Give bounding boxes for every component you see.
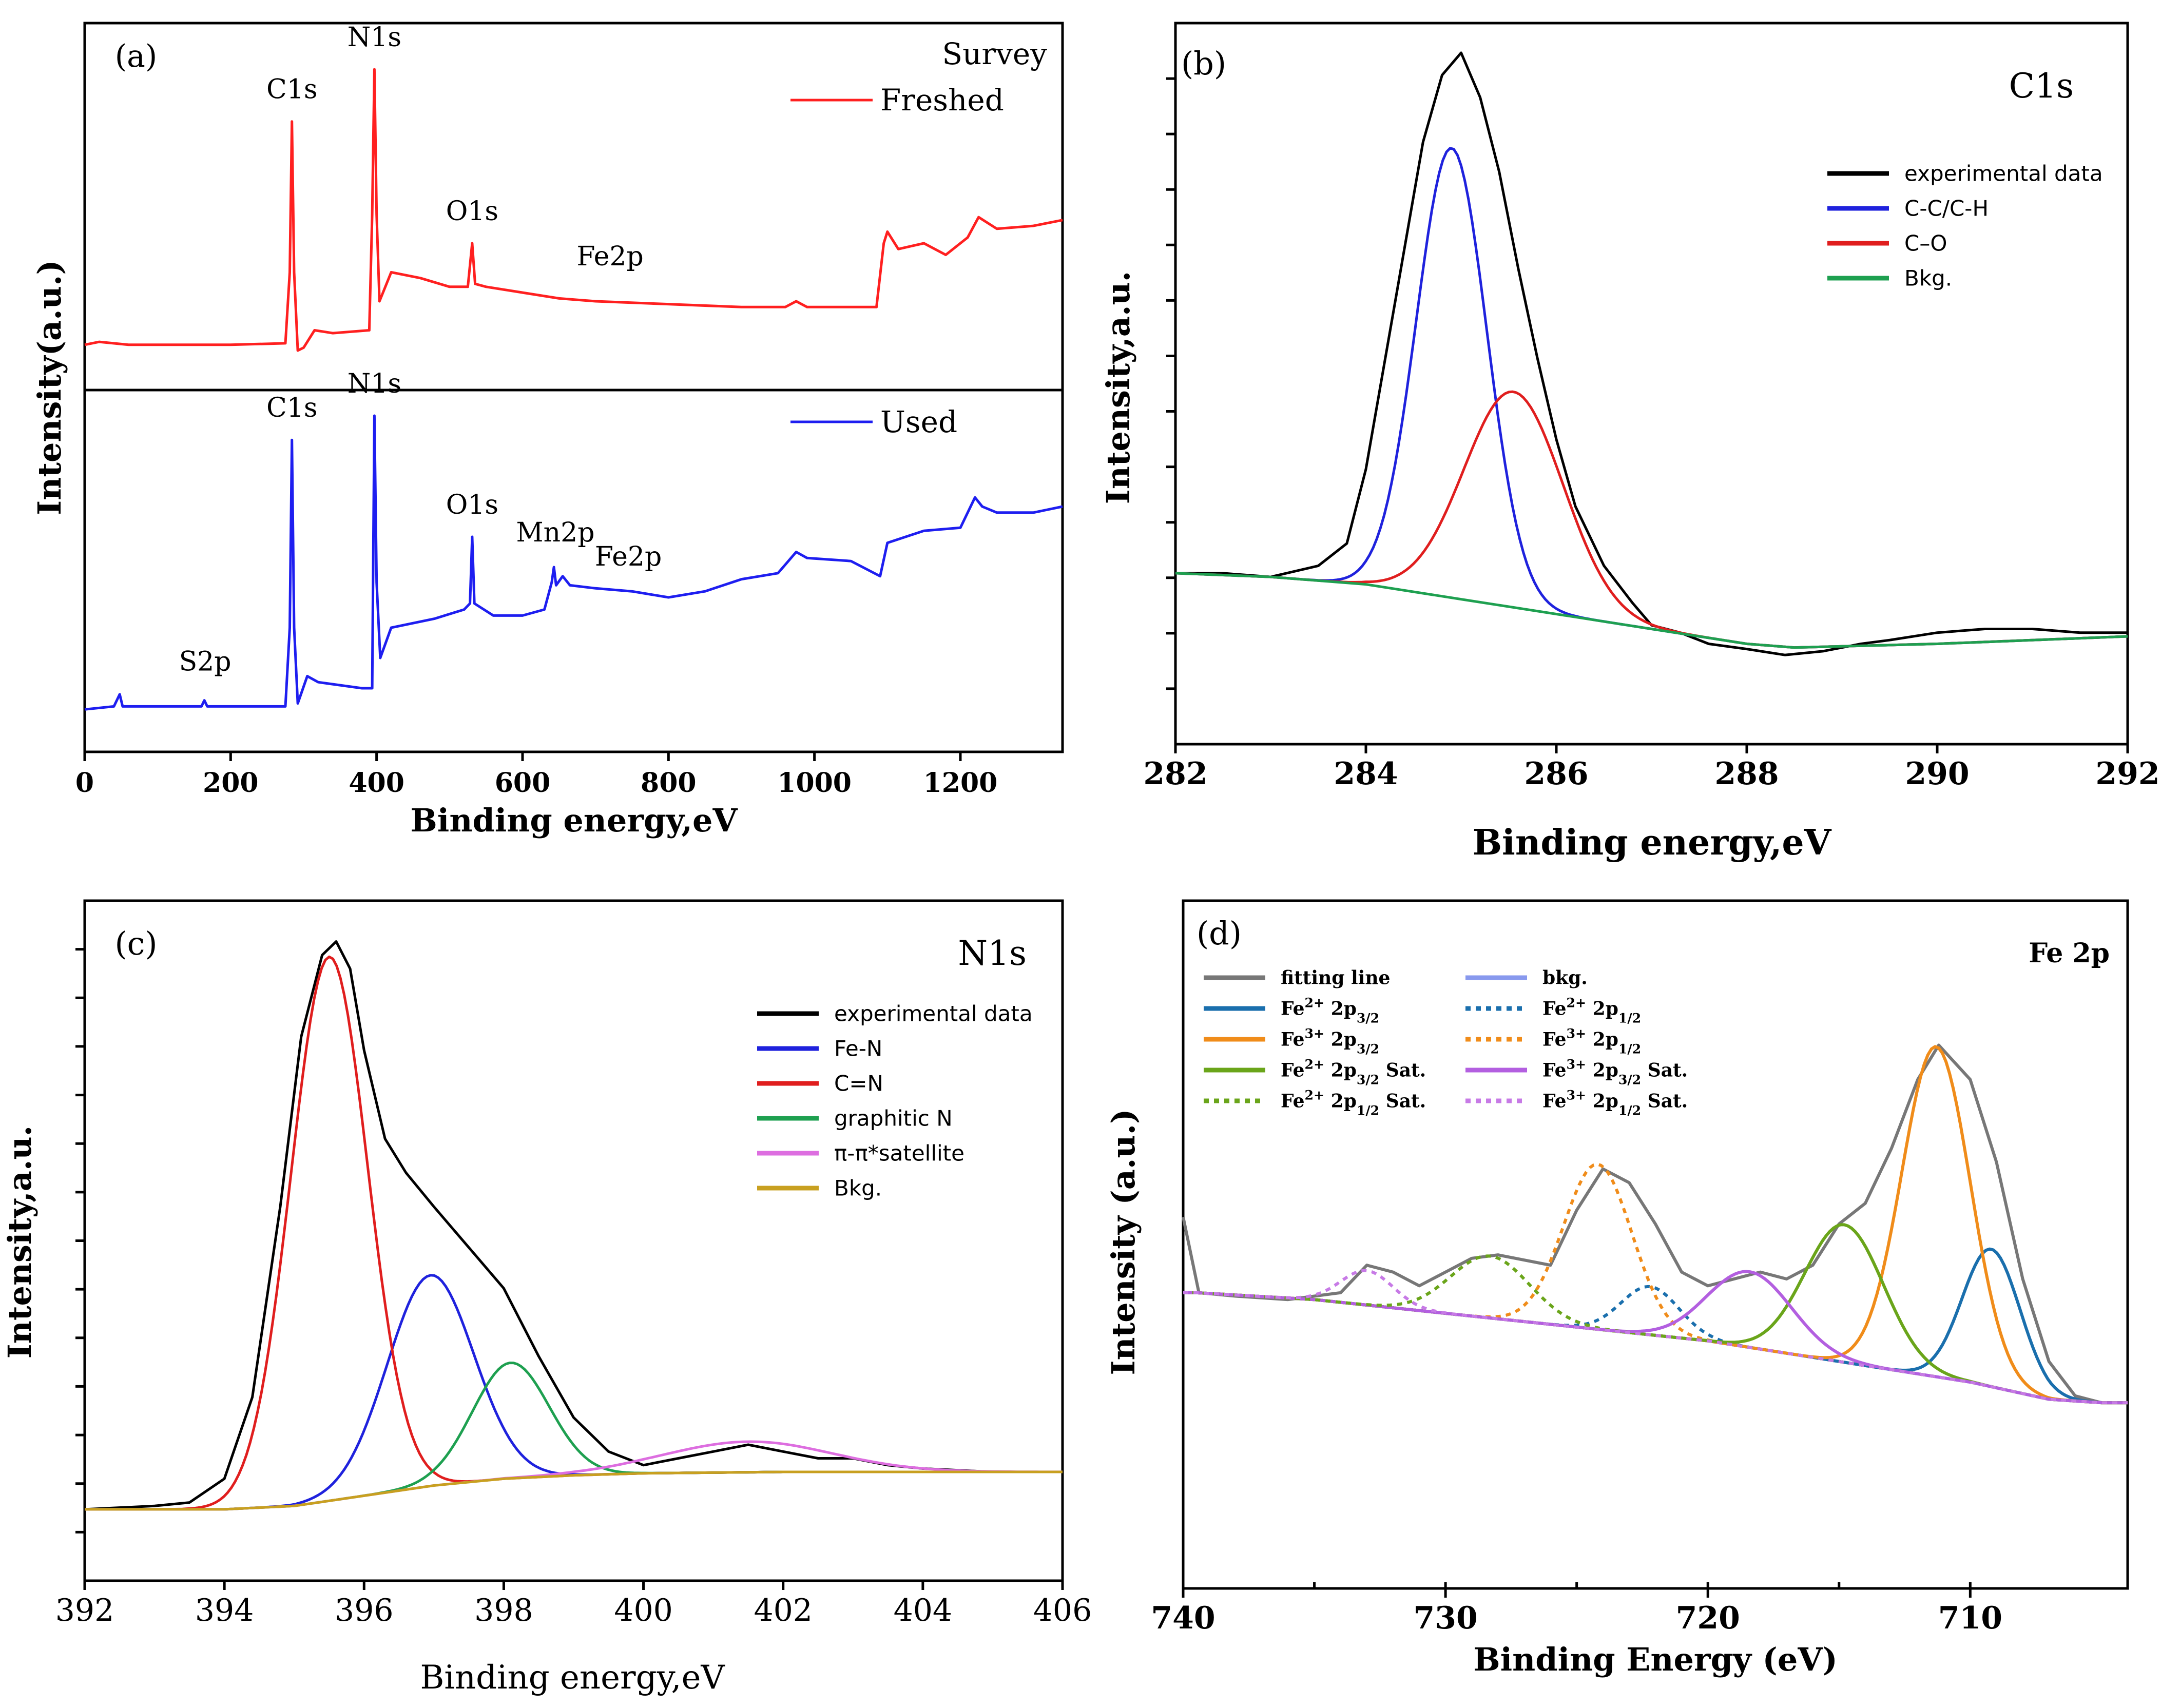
series-line-0 [1182,1043,2128,1405]
y-axis-label: Intensity,a.u. [1,1125,38,1358]
x-tick-label: 200 [203,767,259,799]
x-tick-label: 406 [1033,1593,1092,1628]
series-line-5 [85,1470,1063,1511]
peak-label: O1s [446,490,498,520]
panel-c-n1s: (c) N1s experimental data Fe-N C=N graphitic … [1,899,1092,1697]
panel-title: Survey [942,36,1047,71]
x-tick-label: 730 [1413,1600,1477,1636]
x-tick-label: 290 [1905,756,1969,792]
x-tick-label: 1000 [777,767,852,799]
x-tick-label: 740 [1151,1600,1215,1636]
x-tick-label: 402 [754,1593,813,1628]
legend-label: Fe-N [834,1036,882,1061]
panel-title: N1s [958,934,1027,973]
peak-label: Fe2p [576,241,643,272]
series-line-0 [1175,51,2128,656]
peak-label: Mn2p [516,517,594,548]
x-tick-label: 396 [335,1593,394,1628]
x-axis-label: Binding Energy (eV) [1473,1641,1838,1678]
y-axis-label: Intensity,a.u. [1099,271,1137,504]
series-line-used [84,414,1063,711]
panel-label: (c) [114,925,157,962]
x-tick-label: 710 [1938,1600,2002,1636]
y-axis-label: Intensity(a.u.) [31,260,68,515]
peak-label: N1s [348,368,401,399]
panel-a-survey: C1sN1sO1sFe2pFreshedS2pC1sN1sO1sMn2pFe2p… [31,22,1064,839]
series-line-5 [1183,1162,2128,1405]
x-tick-label: 800 [641,767,697,799]
legend-label: π-π*satellite [834,1141,964,1166]
x-tick-label: 600 [495,767,551,799]
legend-label: experimental data [834,1001,1033,1026]
legend-label: Bkg. [1904,266,1952,291]
x-tick-label: 1200 [923,767,998,799]
x-tick-label: 400 [614,1593,673,1628]
x-tick-label: 284 [1334,756,1398,792]
legend-label: Used [880,404,957,439]
peak-label: C1s [266,393,318,423]
series-line-freshed [84,68,1063,352]
x-axis-label: Binding energy,eV [410,802,738,839]
x-tick-label: 404 [894,1593,953,1628]
panel-title: Fe 2p [2029,938,2110,969]
legend-label: C=N [834,1071,883,1096]
series-line-0 [84,940,1063,1511]
x-tick-label: 288 [1714,756,1779,792]
panel-title: C1s [2009,66,2074,106]
legend-label: C–O [1904,231,1947,256]
peak-label: O1s [446,196,498,227]
x-tick-label: 286 [1524,756,1588,792]
peak-label: S2p [179,646,231,677]
legend-label: C-C/C-H [1904,196,1989,221]
peak-label: Fe2p [595,541,662,572]
x-tick-label: 394 [195,1593,254,1628]
panel-label: (a) [115,38,158,74]
peak-label: N1s [348,22,401,53]
x-tick-label: 292 [2095,756,2159,792]
x-tick-label: 282 [1143,756,1207,792]
x-tick-label: 400 [349,767,404,799]
x-tick-label: 0 [75,767,94,799]
x-tick-label: 398 [474,1593,533,1628]
legend-label: graphitic N [834,1106,953,1131]
panel-b-c1s: (b) C1s experimental data C-C/C-H C–O Bkg. 282… [1099,22,2160,863]
x-tick-label: 720 [1676,1600,1740,1636]
x-tick-label: 392 [55,1593,114,1628]
legend-label: experimental data [1904,161,2103,186]
y-axis-label: Intensity (a.u.) [1105,1109,1142,1375]
x-axis-label: Binding energy,eV [1473,822,1832,863]
panel-label: (d) [1197,915,1242,952]
legend-label: bkg. [1542,967,1588,989]
peak-label: C1s [266,74,318,105]
legend-label: Bkg. [834,1176,882,1201]
plot-frame [1182,899,2129,1590]
series-line-8 [1183,1254,2128,1405]
plot-frame [1174,22,2129,746]
plot-frame [83,22,1064,753]
x-axis-label: Binding energy,eV [420,1659,725,1697]
series-line-3 [1175,572,2128,649]
legend-label: fitting line [1281,967,1390,989]
panel-label: (b) [1181,45,1226,82]
legend-label: Freshed [880,83,1004,118]
